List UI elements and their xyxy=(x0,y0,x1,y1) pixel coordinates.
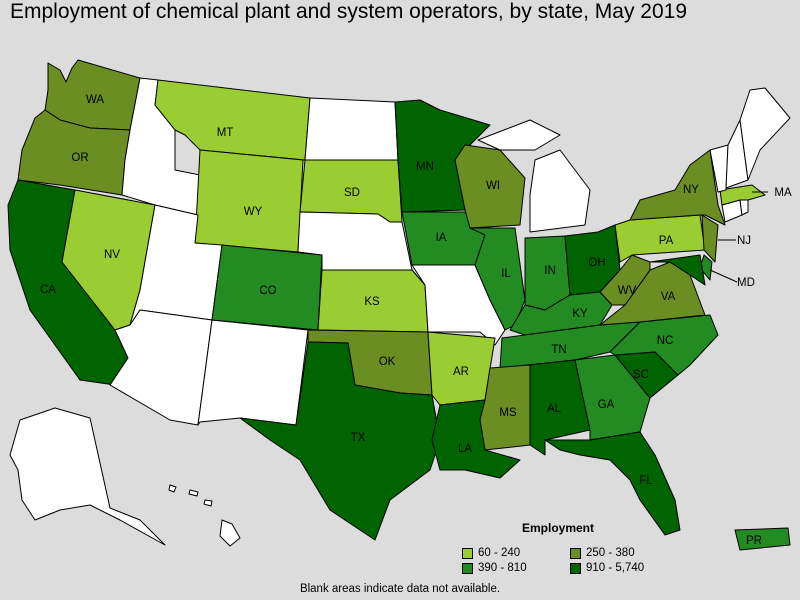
state-pr[interactable] xyxy=(734,527,791,551)
legend-item-910-5740: 910 - 5,740 xyxy=(570,562,644,574)
state-label-ma: MA xyxy=(774,187,792,199)
state-label-or: OR xyxy=(71,152,88,164)
legend-label: 390 - 810 xyxy=(478,562,527,574)
state-label-in: IN xyxy=(544,265,556,277)
legend-swatch xyxy=(462,562,473,574)
state-label-ks: KS xyxy=(364,296,380,308)
state-label-co: CO xyxy=(259,285,276,297)
legend-label: 60 - 240 xyxy=(478,547,521,559)
state-label-ok: OK xyxy=(379,356,396,368)
state-label-il: IL xyxy=(501,268,511,280)
state-label-tn: TN xyxy=(551,344,566,356)
state-label-mn: MN xyxy=(416,161,434,173)
state-label-oh: OH xyxy=(588,257,605,269)
state-label-ca: CA xyxy=(40,284,56,296)
state-label-ms: MS xyxy=(499,407,517,419)
state-label-nj: NJ xyxy=(737,235,751,247)
state-mt[interactable] xyxy=(154,79,311,161)
legend-swatch xyxy=(570,547,581,559)
state-vt[interactable] xyxy=(709,144,729,193)
state-label-ky: KY xyxy=(572,308,588,320)
state-label-nc: NC xyxy=(657,335,674,347)
state-tx[interactable] xyxy=(239,341,441,541)
state-label-al: AL xyxy=(547,403,562,415)
state-label-sd: SD xyxy=(344,187,360,199)
legend-swatch xyxy=(570,562,581,574)
state-label-ar: AR xyxy=(453,366,469,378)
state-label-fl: FL xyxy=(639,475,653,487)
state-fl[interactable] xyxy=(544,431,681,536)
state-label-la: LA xyxy=(458,443,472,455)
state-label-ny: NY xyxy=(683,184,699,196)
state-label-wa: WA xyxy=(86,94,104,106)
state-label-va: VA xyxy=(661,291,676,303)
state-label-tx: TX xyxy=(351,432,366,444)
state-label-md: MD xyxy=(737,277,755,289)
state-label-mt: MT xyxy=(217,127,234,139)
map-title: Employment of chemical plant and system … xyxy=(10,0,687,23)
legend-item-390-810: 390 - 810 xyxy=(462,562,527,574)
state-mi[interactable] xyxy=(477,119,591,233)
state-label-pa: PA xyxy=(659,235,674,247)
state-az[interactable] xyxy=(109,309,213,426)
state-ak[interactable] xyxy=(9,407,166,546)
state-ny[interactable] xyxy=(629,149,726,226)
state-label-ga: GA xyxy=(598,399,615,411)
legend-swatch xyxy=(462,547,473,559)
legend-item-60-240: 60 - 240 xyxy=(462,547,520,559)
state-wv[interactable] xyxy=(599,254,651,306)
state-me[interactable] xyxy=(739,87,791,181)
state-md[interactable] xyxy=(649,254,706,286)
state-label-sc: SC xyxy=(633,369,649,381)
state-label-pr: PR xyxy=(746,535,762,547)
legend-item-250-380: 250 - 380 xyxy=(570,547,635,559)
state-label-wi: WI xyxy=(486,180,500,192)
state-labels: WA OR CA NV MT WY CO SD KS OK TX MN IA AR LA WI IL IN OH KY… xyxy=(40,94,792,547)
state-wy[interactable] xyxy=(194,149,304,253)
state-label-ia: IA xyxy=(436,232,447,244)
legend-title: Employment xyxy=(522,521,595,535)
state-label-nv: NV xyxy=(104,249,120,261)
state-ma[interactable] xyxy=(719,184,766,206)
footnote: Blank areas indicate data not available. xyxy=(299,583,501,595)
state-il[interactable] xyxy=(469,227,526,331)
legend: Employment 60 - 240 250 - 380 390 - 810 … xyxy=(462,520,662,580)
state-nj[interactable] xyxy=(701,214,719,263)
state-label-wv: WV xyxy=(618,285,637,297)
state-label-wy: WY xyxy=(244,206,263,218)
state-nm[interactable] xyxy=(197,319,309,426)
state-ri[interactable] xyxy=(739,199,749,216)
legend-label: 250 - 380 xyxy=(586,547,635,559)
md-leader-line xyxy=(709,269,738,283)
legend-label: 910 - 5,740 xyxy=(586,562,645,574)
state-nd[interactable] xyxy=(304,97,399,161)
state-hi[interactable] xyxy=(168,484,241,547)
state-wi[interactable] xyxy=(454,144,526,229)
